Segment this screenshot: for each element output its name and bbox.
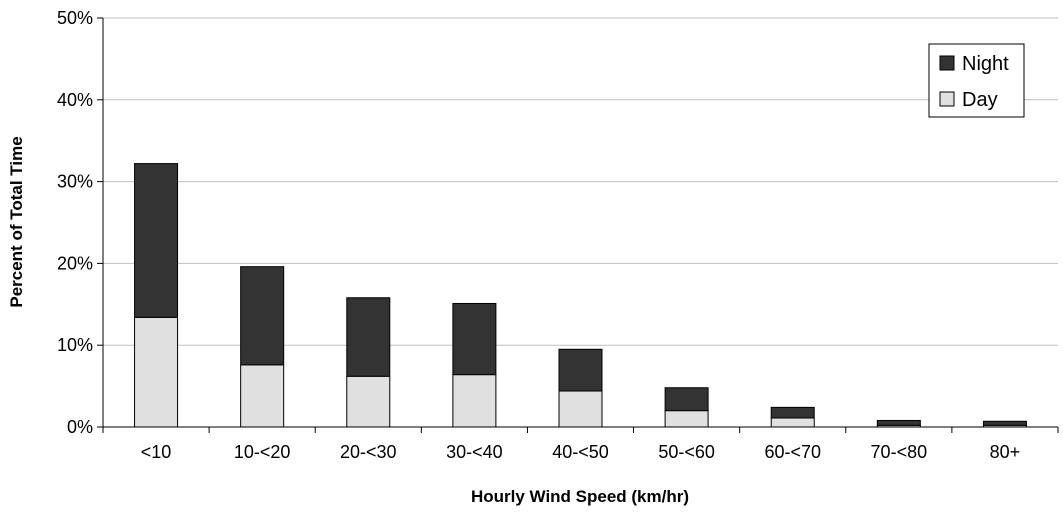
y-tick-labels: 0% 10% 20% 30% 40% 50% bbox=[57, 8, 103, 437]
x-tick-label: <10 bbox=[141, 442, 172, 462]
bar-day bbox=[240, 364, 285, 428]
legend: Night Day bbox=[928, 43, 1025, 118]
bar-night bbox=[134, 163, 179, 318]
bar-night bbox=[770, 406, 815, 419]
bar-day bbox=[452, 374, 497, 428]
bar-night bbox=[346, 297, 391, 377]
legend-label-day: Day bbox=[962, 89, 998, 111]
bar-day bbox=[134, 316, 179, 428]
bar-day bbox=[558, 390, 603, 428]
x-tick-label: 10-<20 bbox=[234, 442, 291, 462]
x-tick-label: 80+ bbox=[990, 442, 1021, 462]
x-tick-label: 20-<30 bbox=[340, 442, 397, 462]
x-tick-label: 40-<50 bbox=[552, 442, 609, 462]
x-tick-label: 50-<60 bbox=[658, 442, 715, 462]
y-tick-label: 20% bbox=[57, 253, 93, 273]
y-axis-title: Percent of Total Time bbox=[7, 136, 26, 307]
legend-label-night: Night bbox=[962, 53, 1009, 75]
bar-day bbox=[770, 417, 815, 428]
y-tick-label: 0% bbox=[67, 417, 93, 437]
y-tick-label: 50% bbox=[57, 8, 93, 28]
x-tick-label: 70-<80 bbox=[871, 442, 928, 462]
legend-swatch-day bbox=[939, 91, 955, 107]
bar-day bbox=[346, 375, 391, 428]
bar-night bbox=[876, 419, 921, 426]
y-tick-label: 30% bbox=[57, 172, 93, 192]
x-tick-label: 60-<70 bbox=[764, 442, 821, 462]
bar-night bbox=[240, 266, 285, 366]
bars bbox=[134, 163, 1027, 428]
bar-night bbox=[558, 348, 603, 392]
x-axis-title: Hourly Wind Speed (km/hr) bbox=[471, 487, 689, 506]
y-tick-label: 40% bbox=[57, 90, 93, 110]
y-tick-label: 10% bbox=[57, 335, 93, 355]
bar-night bbox=[664, 387, 709, 412]
axes bbox=[102, 18, 1058, 428]
bar-day bbox=[664, 410, 709, 428]
x-tick-labels: <10 10-<20 20-<30 30-<40 40-<50 50-<60 60-<70 7… bbox=[102, 427, 1059, 462]
bar-night bbox=[452, 302, 497, 376]
legend-swatch-night bbox=[939, 55, 955, 71]
gridlines bbox=[103, 17, 1058, 346]
bar-night bbox=[982, 420, 1027, 426]
x-tick-label: 30-<40 bbox=[446, 442, 503, 462]
